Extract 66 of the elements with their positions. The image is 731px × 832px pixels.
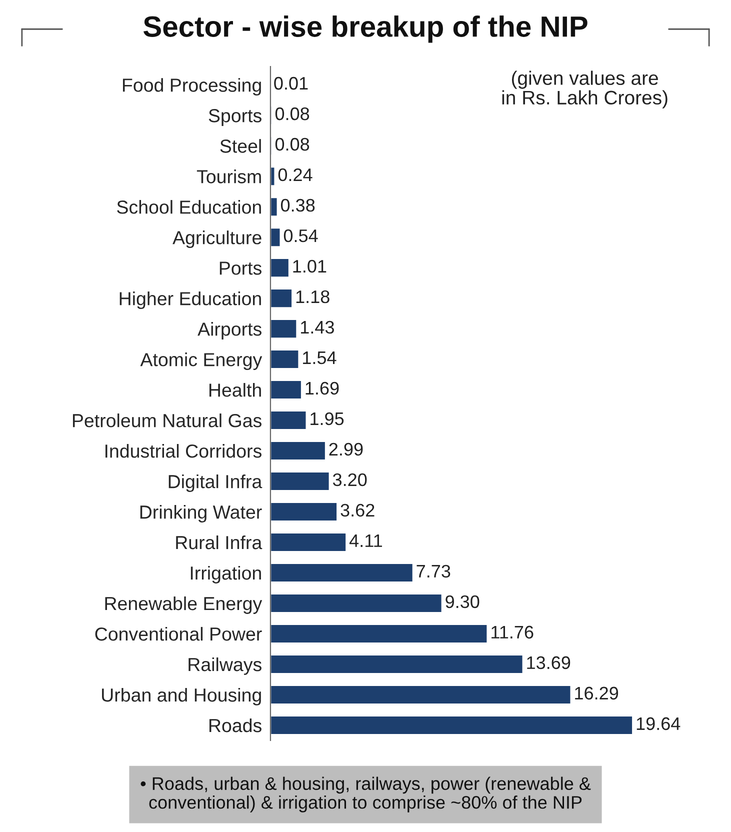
data-label: 19.64 [636,717,680,730]
y-tick-label: Food Processing [122,78,261,96]
bar [270,380,302,400]
y-tick-label: Tourism [196,170,261,184]
y-tick-label: Atomic Energy [140,352,262,370]
bar [270,166,276,186]
data-label: 1.69 [306,382,339,395]
data-label: 0.08 [275,138,310,151]
data-label: 1.18 [296,290,330,304]
y-tick-label: Petroleum Natural Gas [72,414,262,428]
data-label: 0.08 [275,107,310,120]
data-label: 9.30 [446,595,480,608]
bar [270,562,414,583]
bar [270,227,282,248]
data-label: 0.54 [284,229,318,242]
bar [270,624,488,644]
y-tick-label: Drinking Water [140,504,262,522]
y-tick-label: Airports [198,322,262,340]
data-label: 0.38 [280,198,315,212]
bar [270,532,347,552]
y-tick-label: School Education [117,200,261,214]
data-label: 16.29 [575,686,618,700]
bar [270,258,290,278]
bar [270,684,572,705]
bar [270,318,298,339]
y-tick-label: Higher Education [120,292,261,309]
y-tick-label: Conventional Power [95,626,262,641]
data-label: 1.54 [303,352,336,364]
y-tick-label: Ports [220,262,262,275]
data-label: 13.69 [527,656,570,670]
data-label: 1.95 [310,412,344,426]
y-tick-label: Rural Infra [176,535,262,550]
data-label: 3.62 [340,504,374,517]
data-label: 7.73 [416,564,450,578]
bar [270,410,308,430]
bar [270,593,443,614]
y-tick-label: Railways [188,657,262,675]
bar [270,654,524,674]
data-label: 3.20 [332,473,367,486]
data-label: 4.11 [349,534,382,547]
y-tick-label: Irrigation [190,566,261,584]
y-tick-label: Health [209,383,261,397]
y-tick-label: Roads [209,718,262,732]
y-tick-label: Renewable Energy [105,596,262,614]
data-label: 0.01 [274,76,308,90]
y-tick-label: Agriculture [172,230,262,248]
data-label: 1.01 [293,260,326,273]
data-label: 1.43 [301,320,334,334]
annotation: (given values are in Rs. Lakh Crores) [502,70,668,108]
bar [270,502,338,522]
bar [270,440,326,461]
y-tick-label: Urban and Housing [102,688,261,706]
bar [270,349,300,370]
chart-title: Sector - wise breakup of the NIP [144,16,588,43]
bar [270,715,634,736]
bar [270,196,278,217]
bar [270,471,330,492]
y-tick-label: Sports [208,109,262,126]
data-label: 2.99 [329,442,363,456]
data-label: 0.24 [278,168,312,182]
text: • Roads, urban & housing, railways, power (renewable & conventional) & irrigation to comprise ~80% of the NIP [140,776,591,812]
data-label: 11.76 [492,626,534,639]
bar [270,288,293,308]
y-tick-label: Industrial Corridors [105,444,262,458]
y-tick-label: Digital Infra [168,474,262,492]
y-tick-label: Steel [220,139,261,153]
